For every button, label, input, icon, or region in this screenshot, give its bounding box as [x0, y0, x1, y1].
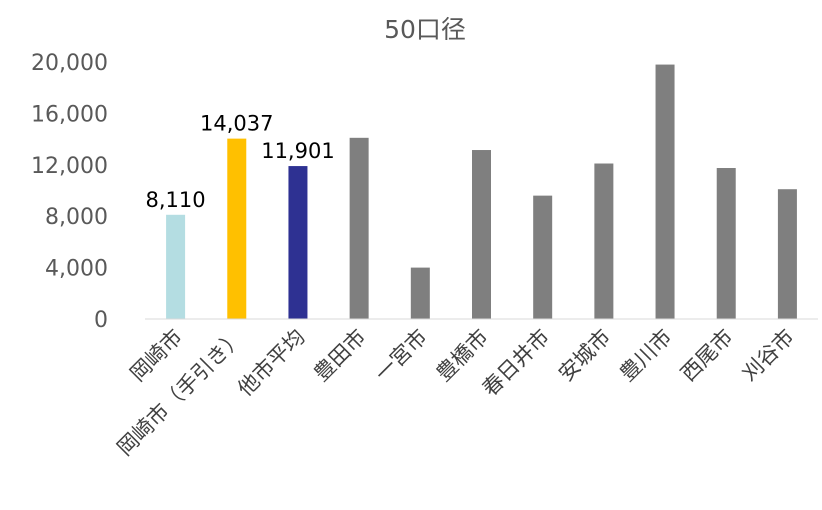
y-tick-label: 16,000	[31, 102, 108, 127]
bar	[777, 189, 797, 319]
y-tick-label: 4,000	[45, 257, 108, 282]
chart-title: 50口径	[384, 15, 466, 44]
bar	[716, 168, 736, 319]
bar	[655, 64, 675, 319]
x-tick-label: 安城市	[554, 325, 616, 387]
x-tick-label: 春日井市	[478, 325, 554, 401]
data-label: 14,037	[200, 112, 273, 136]
x-tick-label: 西尾市	[676, 325, 738, 387]
bar	[472, 150, 491, 319]
bar	[166, 214, 186, 319]
y-tick-label: 12,000	[31, 154, 108, 179]
bar	[349, 137, 369, 319]
data-label: 11,901	[261, 139, 334, 163]
x-tick-label: 他市平均	[233, 325, 309, 401]
bar	[410, 267, 430, 319]
x-tick-label: 刈谷市	[737, 325, 799, 387]
x-tick-label: 豊川市	[615, 325, 677, 387]
y-tick-label: 8,000	[45, 205, 108, 230]
bar	[533, 195, 553, 319]
bar	[227, 138, 247, 319]
bar	[594, 163, 614, 319]
y-tick-label: 20,000	[31, 51, 108, 76]
y-tick-label: 0	[94, 308, 108, 333]
data-label: 8,110	[146, 188, 206, 212]
x-tick-label: 豊田市	[309, 325, 371, 387]
x-tick-label: 一宮市	[370, 325, 432, 387]
bar	[288, 166, 308, 319]
